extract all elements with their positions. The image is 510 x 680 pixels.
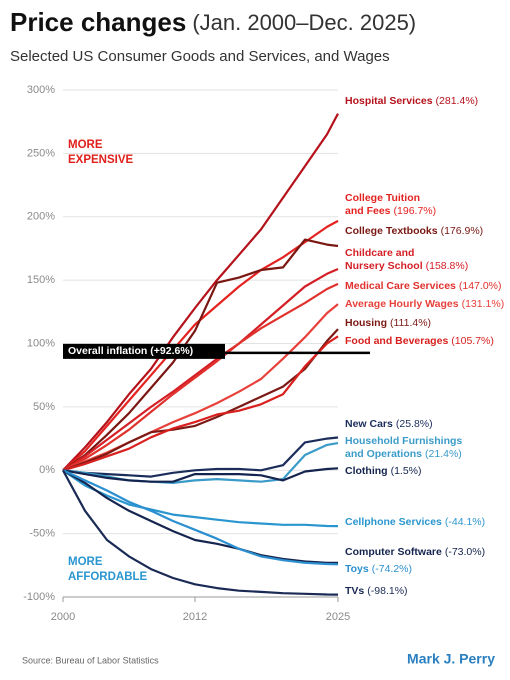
series-label: Medical Care Services (147.0%) <box>345 280 502 292</box>
series-line <box>62 113 339 472</box>
series-line <box>62 436 339 478</box>
series-name: Childcare and Nursery School <box>345 247 423 272</box>
series-name: College Textbooks <box>345 225 438 237</box>
annotation-text: MORE AFFORDABLE <box>68 556 148 583</box>
annotation: MORE AFFORDABLE <box>68 556 148 583</box>
series-line <box>62 267 339 472</box>
series-value-label: (105.7%) <box>451 335 494 347</box>
annotation-text: MORE EXPENSIVE <box>68 139 134 166</box>
series-line <box>62 469 339 528</box>
title-note: (Jan. 2000–Dec. 2025) <box>192 10 416 35</box>
series-label: College Textbooks (176.9%) <box>345 225 483 237</box>
x-tick-label: 2000 <box>51 611 75 623</box>
series-name: Hospital Services <box>345 95 433 107</box>
series-line <box>62 467 339 483</box>
series-name: Average Hourly Wages <box>345 298 459 310</box>
x-tick-label: 2025 <box>326 611 350 623</box>
series-name: College Tuition and Fees <box>345 192 420 217</box>
y-tick-label: 200% <box>27 211 55 223</box>
series-value-label: (196.7%) <box>394 205 437 217</box>
y-tick-label: -100% <box>23 591 55 603</box>
series-value-label: (-74.2%) <box>372 563 412 575</box>
name-line: Nursery School <box>345 260 423 272</box>
y-tick-label: 300% <box>27 84 55 96</box>
annotation-word: MORE <box>68 556 103 568</box>
name-line: Household Furnishings <box>345 435 462 447</box>
series-label: Household Furnishings and Operations (21.4… <box>345 435 462 460</box>
y-tick-label: 250% <box>27 147 55 159</box>
series-name: Toys <box>345 563 369 575</box>
annotation: MORE EXPENSIVE <box>68 139 134 166</box>
series-label: Clothing (1.5%) <box>345 465 422 477</box>
series-line <box>62 469 339 596</box>
annotation-word: AFFORDABLE <box>68 571 148 583</box>
series-value-label: (25.8%) <box>396 418 433 430</box>
series-label: Hospital Services (281.4%) <box>345 95 478 107</box>
y-tick-label: -50% <box>29 528 55 540</box>
name-line: Childcare and <box>345 247 414 259</box>
series-value-label: (131.1%) <box>462 298 505 310</box>
series-value-label: (21.4%) <box>425 448 462 460</box>
series-value-label: (-44.1%) <box>445 516 485 528</box>
series-name: New Cars <box>345 418 393 430</box>
y-tick-label: 0% <box>39 464 55 476</box>
series-line <box>62 469 338 564</box>
series-label: Computer Software (-73.0%) <box>345 546 485 558</box>
series-label: Childcare and Nursery School (158.8%) <box>345 247 468 272</box>
series-value-label: (-73.0%) <box>445 546 485 558</box>
series-value-label: (281.4%) <box>436 95 479 107</box>
series-label: Housing (111.4%) <box>345 317 431 329</box>
chart-subtitle: Selected US Consumer Goods and Services,… <box>10 48 390 65</box>
annotation-word: EXPENSIVE <box>68 154 134 166</box>
chart-title: Price changes (Jan. 2000–Dec. 2025) <box>10 7 416 37</box>
series-label: New Cars (25.8%) <box>345 418 433 430</box>
series-name: Computer Software <box>345 546 442 558</box>
series-value-label: (1.5%) <box>391 465 422 477</box>
series-label: TVs (-98.1%) <box>345 585 408 597</box>
name-line: College Tuition <box>345 192 420 204</box>
annotation-word: MORE <box>68 139 103 151</box>
series-name: Cellphone Services <box>345 516 442 528</box>
series-label: Average Hourly Wages (131.1%) <box>345 298 504 310</box>
series-name: Food and Beverages <box>345 335 448 347</box>
series-line <box>62 335 339 472</box>
series-value-label: (111.4%) <box>390 317 431 329</box>
series-value-label: (158.8%) <box>426 260 469 272</box>
series-value-label: (147.0%) <box>459 280 502 292</box>
reference-box <box>63 343 225 359</box>
name-line: and Fees <box>345 205 391 217</box>
series-name: Clothing <box>345 465 388 477</box>
series-name: TVs <box>345 585 364 597</box>
y-tick-label: 100% <box>27 337 55 349</box>
series-label: Toys (-74.2%) <box>345 563 412 575</box>
series-name: Household Furnishings and Operations <box>345 435 462 460</box>
series-value-label: (-98.1%) <box>367 585 407 597</box>
series-name: Medical Care Services <box>345 280 456 292</box>
source: Source: Bureau of Labor Statistics <box>22 655 159 665</box>
series-label: Food and Beverages (105.7%) <box>345 335 494 347</box>
series-name: Housing <box>345 317 387 329</box>
y-tick-label: 150% <box>27 274 55 286</box>
series-value-label: (176.9%) <box>441 225 484 237</box>
author: Mark J. Perry <box>407 651 495 667</box>
y-tick-label: 50% <box>33 401 55 413</box>
x-tick-label: 2012 <box>183 611 207 623</box>
series-label: College Tuition and Fees (196.7%) <box>345 192 436 217</box>
series-line <box>62 282 339 472</box>
reference-label: Overall inflation (+92.6%) <box>68 345 193 357</box>
title-main: Price changes <box>10 7 186 37</box>
name-line: and Operations <box>345 448 422 460</box>
series-label: Cellphone Services (-44.1%) <box>345 516 485 528</box>
series-line <box>62 469 339 566</box>
series-line <box>62 238 339 472</box>
